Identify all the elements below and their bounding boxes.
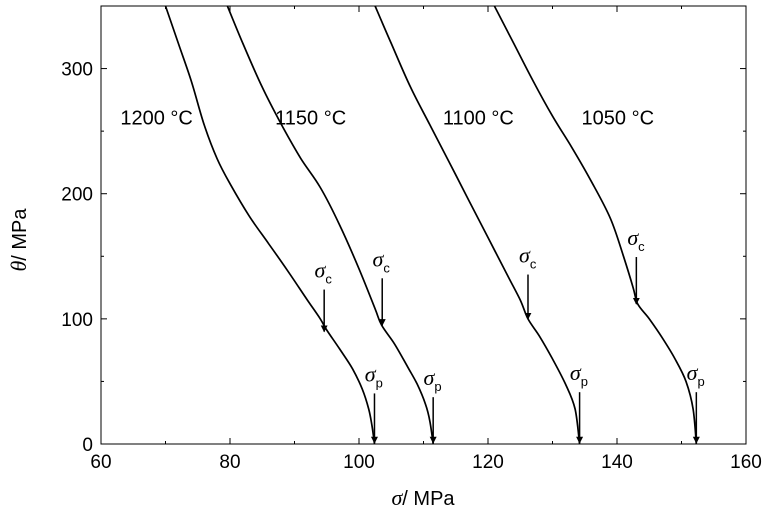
series-line bbox=[493, 5, 698, 445]
sigma-p-label: σp bbox=[687, 360, 705, 389]
x-tick-label: 100 bbox=[343, 452, 375, 473]
series-label: 1150 °C bbox=[275, 107, 346, 129]
series-line bbox=[226, 5, 435, 445]
x-axis-title: σ/ MPa bbox=[391, 485, 455, 510]
y-tick-label: 0 bbox=[82, 435, 93, 456]
series-line bbox=[374, 5, 581, 445]
series-label: 1200 °C bbox=[120, 107, 193, 129]
series-lines bbox=[164, 5, 698, 445]
sigma-p-label: σp bbox=[570, 360, 588, 389]
y-tick-label: 200 bbox=[61, 185, 93, 206]
sigma-p-label: σp bbox=[365, 361, 383, 390]
x-tick-label: 60 bbox=[90, 452, 111, 473]
sigma-c-label: σc bbox=[627, 225, 645, 254]
sigma-c-label: σc bbox=[314, 258, 332, 287]
y-axis-title: θ/ MPa bbox=[6, 208, 31, 272]
sigma-c-label: σc bbox=[373, 246, 391, 275]
x-tick-label: 80 bbox=[219, 452, 240, 473]
x-tick-label: 160 bbox=[730, 452, 762, 473]
sigma-c-label: σc bbox=[519, 243, 537, 272]
series-label: 1050 °C bbox=[582, 107, 655, 129]
y-tick-label: 100 bbox=[61, 310, 93, 331]
series-labels: 1200 °C 1150 °C 1100 °C 1050 °C bbox=[120, 107, 654, 129]
sigma-p-label: σp bbox=[424, 365, 442, 394]
annotations: σc σc σc σc σp σp σp σp bbox=[314, 225, 705, 444]
axis-tick-labels: 60 80 100 120 140 160 0 100 200 300 bbox=[61, 60, 762, 473]
x-tick-label: 120 bbox=[472, 452, 504, 473]
y-tick-label: 300 bbox=[61, 60, 93, 81]
x-tick-label: 140 bbox=[601, 452, 633, 473]
series-line bbox=[164, 5, 376, 445]
series-label: 1100 °C bbox=[443, 107, 514, 129]
